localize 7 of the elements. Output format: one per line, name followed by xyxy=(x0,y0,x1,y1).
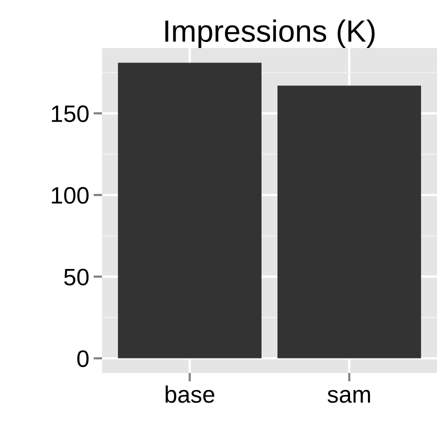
y-tick-label: 150 xyxy=(52,105,89,122)
x-tick-label: base xyxy=(166,386,214,403)
y-tick-label: 50 xyxy=(64,268,89,286)
chart-title: Impressions (K) xyxy=(165,20,375,48)
x-tick-label: sam xyxy=(328,390,370,403)
y-tick-label: 100 xyxy=(52,187,89,204)
y-tick-label: 0 xyxy=(77,350,89,368)
